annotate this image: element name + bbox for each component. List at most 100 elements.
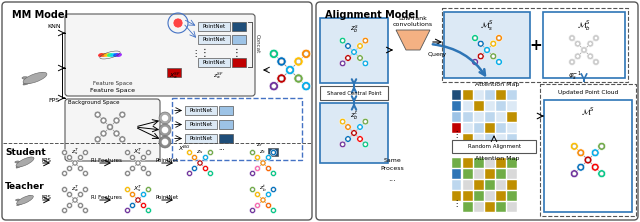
Text: Student: Student xyxy=(5,148,45,157)
Bar xyxy=(474,169,484,179)
Circle shape xyxy=(484,47,490,54)
Circle shape xyxy=(113,130,120,137)
Bar xyxy=(496,123,506,133)
Circle shape xyxy=(129,202,136,208)
Circle shape xyxy=(140,202,147,208)
Circle shape xyxy=(83,170,88,176)
Circle shape xyxy=(67,155,72,161)
Circle shape xyxy=(202,165,209,172)
Circle shape xyxy=(272,172,275,175)
Circle shape xyxy=(251,188,254,191)
Circle shape xyxy=(131,204,134,207)
Circle shape xyxy=(495,59,502,65)
Circle shape xyxy=(341,62,344,65)
Circle shape xyxy=(77,202,84,208)
Text: $z_b^t$: $z_b^t$ xyxy=(259,184,267,194)
Text: PointNet: PointNet xyxy=(202,37,225,42)
Circle shape xyxy=(142,193,145,196)
Circle shape xyxy=(198,161,202,165)
Circle shape xyxy=(115,132,118,135)
Bar xyxy=(507,123,517,133)
Circle shape xyxy=(102,132,106,135)
Ellipse shape xyxy=(22,77,28,79)
Ellipse shape xyxy=(23,72,47,84)
Circle shape xyxy=(74,198,77,202)
Circle shape xyxy=(570,142,579,150)
Circle shape xyxy=(582,48,586,52)
Circle shape xyxy=(591,149,599,157)
Circle shape xyxy=(568,35,575,42)
Circle shape xyxy=(272,209,275,212)
Circle shape xyxy=(100,117,107,124)
Circle shape xyxy=(72,160,78,166)
Circle shape xyxy=(102,119,106,122)
Circle shape xyxy=(136,161,140,165)
Circle shape xyxy=(140,192,147,198)
Circle shape xyxy=(490,53,497,60)
Circle shape xyxy=(356,55,364,61)
Text: ⋮: ⋮ xyxy=(191,48,199,57)
Ellipse shape xyxy=(15,199,20,201)
Bar xyxy=(544,100,632,212)
Bar xyxy=(463,90,473,100)
Circle shape xyxy=(587,40,594,47)
Circle shape xyxy=(106,123,113,131)
Bar xyxy=(452,90,461,100)
Bar xyxy=(496,169,506,179)
Circle shape xyxy=(136,198,140,202)
Bar xyxy=(474,180,484,190)
Bar xyxy=(463,158,473,168)
Circle shape xyxy=(135,160,141,166)
Bar xyxy=(474,112,484,122)
Circle shape xyxy=(269,49,278,59)
Circle shape xyxy=(147,209,150,212)
Circle shape xyxy=(202,155,209,161)
Bar xyxy=(496,134,506,144)
Bar xyxy=(496,191,506,201)
Circle shape xyxy=(251,172,254,175)
Bar xyxy=(507,169,517,179)
Bar xyxy=(219,134,233,143)
Bar xyxy=(463,180,473,190)
Circle shape xyxy=(260,197,266,203)
Circle shape xyxy=(580,47,588,54)
Circle shape xyxy=(61,170,68,176)
Circle shape xyxy=(598,142,605,150)
Circle shape xyxy=(568,59,575,65)
Circle shape xyxy=(84,209,87,212)
Text: $\mathcal{M}^S$: $\mathcal{M}^S$ xyxy=(581,106,595,118)
Ellipse shape xyxy=(113,53,119,57)
Circle shape xyxy=(147,188,150,191)
Circle shape xyxy=(574,40,581,47)
Circle shape xyxy=(358,125,362,129)
Circle shape xyxy=(145,170,152,176)
Circle shape xyxy=(345,43,351,49)
Circle shape xyxy=(188,172,191,175)
Circle shape xyxy=(572,144,576,148)
Circle shape xyxy=(79,167,82,170)
Ellipse shape xyxy=(101,53,107,57)
Text: RI Features: RI Features xyxy=(91,157,122,163)
Text: Updated Point Cloud: Updated Point Cloud xyxy=(558,90,618,95)
Circle shape xyxy=(570,36,574,40)
Circle shape xyxy=(68,204,71,207)
Polygon shape xyxy=(396,30,430,50)
Bar xyxy=(485,169,495,179)
Circle shape xyxy=(492,55,495,58)
Text: ...: ... xyxy=(219,145,225,151)
Circle shape xyxy=(358,44,362,48)
Text: Random Alignment: Random Alignment xyxy=(467,144,520,149)
Circle shape xyxy=(594,60,598,64)
Circle shape xyxy=(266,165,271,172)
Ellipse shape xyxy=(110,53,116,57)
Circle shape xyxy=(140,165,147,172)
Circle shape xyxy=(339,60,346,67)
Circle shape xyxy=(125,207,131,214)
Circle shape xyxy=(140,155,147,161)
Bar xyxy=(452,191,461,201)
Circle shape xyxy=(584,156,592,164)
Circle shape xyxy=(125,150,131,156)
Text: Concat: Concat xyxy=(255,34,259,54)
Bar xyxy=(268,148,278,156)
Circle shape xyxy=(209,151,212,154)
